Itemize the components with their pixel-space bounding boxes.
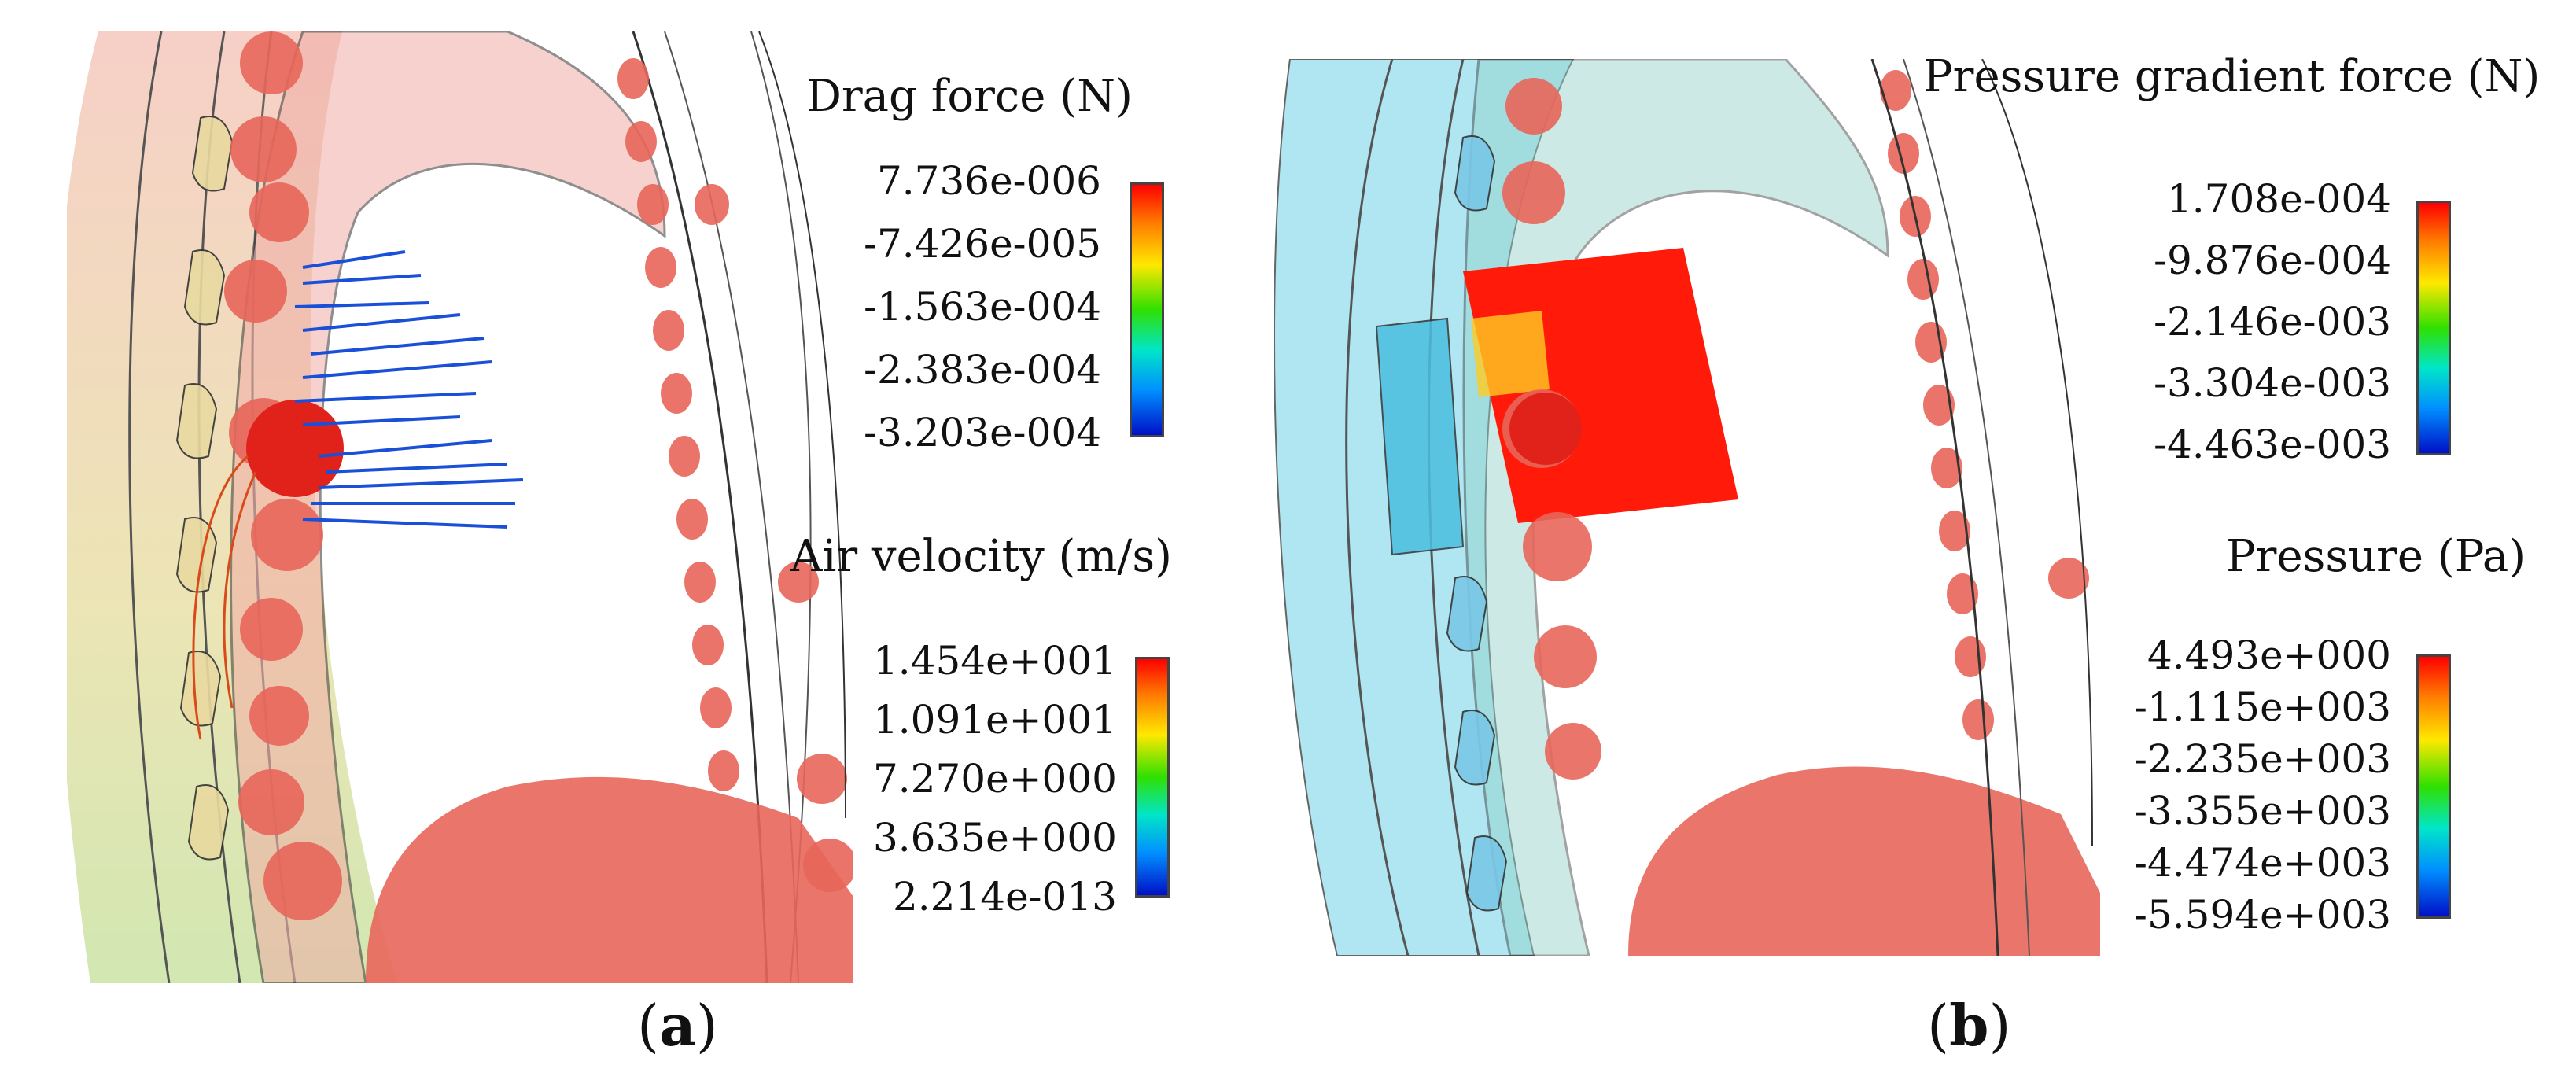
caption-close-paren: ) bbox=[1988, 993, 2011, 1059]
air-velocity-colorbar bbox=[1135, 657, 1170, 898]
pressure-gradient-tick: -3.304e-003 bbox=[2154, 360, 2391, 406]
drag-force-tick: -2.383e-004 bbox=[864, 347, 1101, 393]
pressure-tick: 4.493e+000 bbox=[2147, 632, 2391, 678]
pressure-tick: -1.115e+003 bbox=[2134, 684, 2391, 730]
air-velocity-tick-labels: 1.454e+001 1.091e+001 7.270e+000 3.635e+… bbox=[787, 638, 1117, 916]
drag-force-tick-labels: 7.736e-006 -7.426e-005 -1.563e-004 -2.38… bbox=[787, 158, 1101, 452]
pressure-colorbar bbox=[2416, 654, 2451, 919]
drag-force-tick: -7.426e-005 bbox=[864, 221, 1101, 267]
drag-force-tick: -3.203e-004 bbox=[864, 410, 1101, 455]
caption-open-paren: ( bbox=[637, 993, 660, 1059]
pressure-gradient-colorbar bbox=[2416, 201, 2451, 455]
drag-force-tick: 7.736e-006 bbox=[876, 158, 1101, 204]
pressure-gradient-legend-title: Pressure gradient force (N) bbox=[1923, 51, 2541, 102]
pressure-tick: -5.594e+003 bbox=[2134, 892, 2391, 938]
drag-force-legend-title: Drag force (N) bbox=[806, 71, 1133, 122]
pressure-tick: -4.474e+003 bbox=[2134, 840, 2391, 886]
panel-b: Pressure gradient force (N) 1.708e-004 -… bbox=[1274, 0, 2576, 1080]
air-velocity-legend-title: Air velocity (m/s) bbox=[790, 531, 1172, 582]
air-velocity-tick: 1.091e+001 bbox=[872, 697, 1117, 743]
panel-a-caption: (a) bbox=[637, 997, 718, 1055]
panel-b-caption: (b) bbox=[1927, 997, 2011, 1055]
caption-letter: a bbox=[659, 992, 696, 1059]
drag-force-tick: -1.563e-004 bbox=[864, 284, 1101, 330]
pressure-gradient-tick: -4.463e-003 bbox=[2154, 422, 2391, 467]
panel-a: Drag force (N) 7.736e-006 -7.426e-005 -1… bbox=[0, 0, 1274, 1080]
caption-open-paren: ( bbox=[1927, 993, 1950, 1059]
pressure-tick: -2.235e+003 bbox=[2134, 736, 2391, 782]
panel-b-simulation-view bbox=[1274, 59, 2100, 956]
pressure-legend-title: Pressure (Pa) bbox=[2226, 531, 2526, 582]
caption-close-paren: ) bbox=[695, 993, 718, 1059]
pressure-gradient-tick: 1.708e-004 bbox=[2166, 176, 2391, 222]
pressure-gradient-tick: -9.876e-004 bbox=[2154, 238, 2391, 283]
panel-a-render bbox=[67, 31, 853, 983]
pressure-tick: -3.355e+003 bbox=[2134, 788, 2391, 834]
pressure-gradient-tick: -2.146e-003 bbox=[2154, 299, 2391, 345]
air-velocity-tick: 1.454e+001 bbox=[872, 638, 1117, 684]
air-velocity-tick: 2.214e-013 bbox=[892, 874, 1117, 920]
air-velocity-tick: 3.635e+000 bbox=[872, 815, 1117, 861]
pressure-tick-labels: 4.493e+000 -1.115e+003 -2.235e+003 -3.35… bbox=[2061, 636, 2391, 942]
drag-force-colorbar bbox=[1130, 182, 1164, 437]
air-velocity-tick: 7.270e+000 bbox=[872, 756, 1117, 802]
panel-a-simulation-view bbox=[67, 31, 853, 983]
pressure-gradient-tick-labels: 1.708e-004 -9.876e-004 -2.146e-003 -3.30… bbox=[2061, 176, 2391, 467]
caption-letter: b bbox=[1949, 992, 1989, 1059]
panel-b-render bbox=[1274, 59, 2100, 956]
